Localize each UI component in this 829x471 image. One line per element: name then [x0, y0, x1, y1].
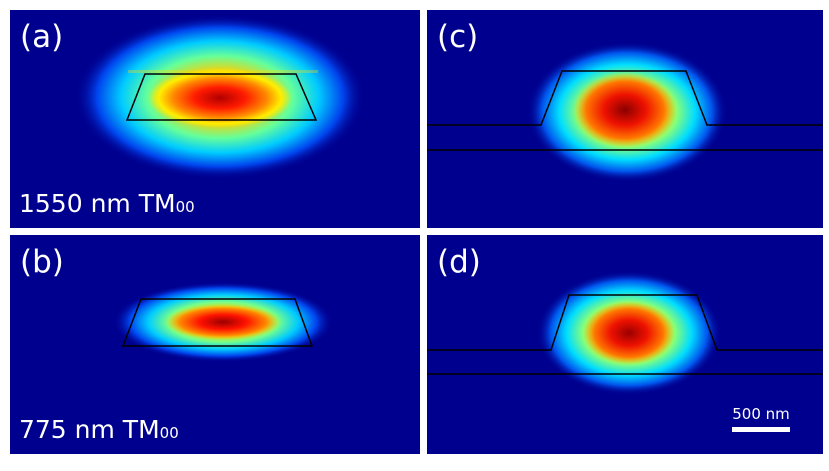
- panel-c: (c): [427, 10, 823, 228]
- waveguide-outline-a: [125, 73, 318, 121]
- scale-bar-label: 500 nm: [732, 405, 790, 423]
- mode-field-map-a: [75, 15, 365, 179]
- panel-label-d: (d): [437, 244, 481, 280]
- scale-bar: 500 nm: [732, 405, 790, 432]
- mode-field-map-c: [427, 42, 823, 182]
- panel-a: (a) 1550 nm TM00: [10, 10, 420, 228]
- panel-b: (b) 775 nm TM00: [10, 235, 420, 454]
- mode-label-a: 1550 nm TM00: [19, 189, 195, 218]
- mode-field-map-b: [113, 282, 333, 362]
- scale-bar-line: [732, 427, 790, 432]
- waveguide-ridge-outline-d: [427, 294, 823, 351]
- panel-label-a: (a): [20, 19, 64, 55]
- mode-field-map-d: [427, 271, 823, 395]
- panel-d: (d) 500 nm: [427, 235, 823, 454]
- waveguide-ridge-outline-c: [427, 70, 823, 126]
- panel-label-b: (b): [20, 244, 64, 280]
- waveguide-outline-b: [121, 298, 314, 347]
- mode-label-b: 775 nm TM00: [19, 415, 179, 444]
- panel-label-c: (c): [437, 19, 479, 55]
